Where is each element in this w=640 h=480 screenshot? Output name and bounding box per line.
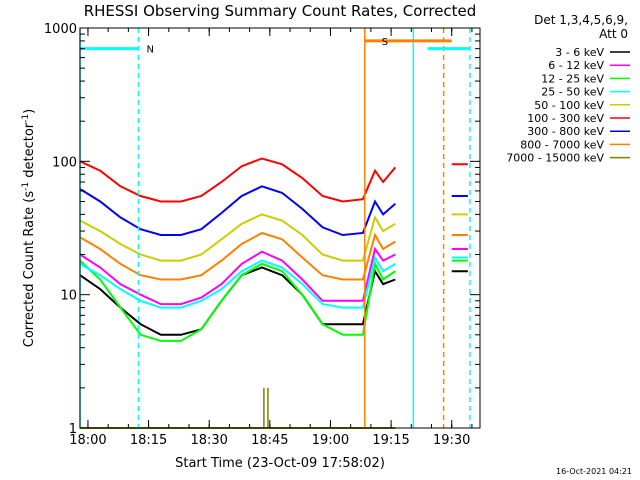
series-line bbox=[79, 157, 397, 203]
y-tick-label: 1 bbox=[69, 422, 77, 437]
x-tick-label: 19:30 bbox=[433, 433, 470, 448]
y-tick-label: 1000 bbox=[44, 22, 77, 37]
y-axis-label-sup2: -1 bbox=[21, 114, 31, 123]
legend-label: 300 - 800 keV bbox=[527, 125, 604, 138]
y-axis-label-sup1: -1 bbox=[21, 182, 31, 191]
x-tick-label: 18:15 bbox=[130, 433, 167, 448]
generation-timestamp: 16-Oct-2021 04:21 bbox=[556, 467, 632, 476]
legend-label: 50 - 100 keV bbox=[534, 99, 604, 112]
series-line bbox=[79, 246, 396, 306]
mode-label: S bbox=[382, 37, 388, 48]
x-tick-label: 19:00 bbox=[312, 433, 349, 448]
plot-area: NS bbox=[79, 28, 471, 429]
series-line bbox=[79, 231, 396, 281]
x-tick-label: 18:45 bbox=[251, 433, 288, 448]
legend-label: 25 - 50 keV bbox=[541, 86, 604, 99]
legend-label: 3 - 6 keV bbox=[555, 46, 604, 59]
plot-frame bbox=[79, 27, 481, 429]
chart-title: RHESSI Observing Summary Count Rates, Co… bbox=[84, 2, 477, 20]
legend-header-2: Att 0 bbox=[599, 27, 628, 41]
legend-label: 6 - 12 keV bbox=[548, 59, 604, 72]
x-axis-label: Start Time (23-Oct-09 17:58:02) bbox=[175, 456, 385, 471]
y-axis-label-end: ) bbox=[22, 109, 37, 114]
legend-label: 7000 - 15000 keV bbox=[506, 152, 604, 165]
x-tick-label: 18:00 bbox=[69, 433, 106, 448]
y-tick-label: 10 bbox=[60, 289, 77, 304]
legend-label: 800 - 7000 keV bbox=[520, 138, 604, 151]
y-axis-label-mid: detector bbox=[22, 122, 37, 182]
y-tick-label: 100 bbox=[52, 155, 77, 170]
legend-label: 12 - 25 keV bbox=[541, 72, 604, 85]
mode-label: N bbox=[146, 45, 153, 56]
legend-label: 100 - 300 keV bbox=[527, 112, 604, 125]
legend-header-1: Det 1,3,4,5,6,9, bbox=[534, 13, 628, 27]
axes: 18:00 18:15 18:30 18:45 19:00 19:15 19:30 1 10 10… bbox=[44, 22, 480, 448]
x-tick-label: 19:15 bbox=[372, 433, 409, 448]
x-tick-label: 18:30 bbox=[190, 433, 227, 448]
y-axis-label-main: Corrected Count Rate (s bbox=[22, 191, 37, 348]
y-axis-label: Corrected Count Rate (s-1 detector-1) bbox=[21, 109, 37, 347]
